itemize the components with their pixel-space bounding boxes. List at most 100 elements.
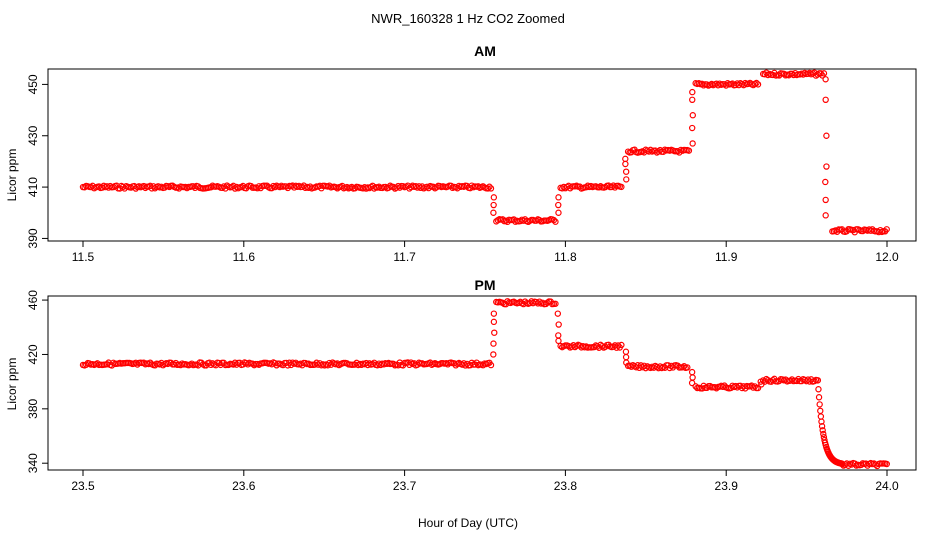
am-data-point [622, 155, 629, 163]
am-data-point [822, 212, 829, 219]
am-data-point [555, 201, 562, 209]
am-panel-title: AM [474, 43, 496, 59]
am-y-tick-label: 410 [26, 177, 40, 197]
am-data-point [555, 209, 562, 216]
am-y-axis-label: Licor ppm [5, 149, 19, 202]
am-data-point [823, 132, 830, 139]
pm-data-point [817, 407, 824, 415]
pm-data-point [818, 423, 826, 430]
am-data-point [883, 226, 890, 233]
pm-x-tick-label: 23.9 [715, 479, 739, 493]
pm-y-tick-label: 420 [26, 344, 40, 364]
pm-data-point [757, 378, 764, 385]
pm-data-point [622, 348, 630, 355]
am-plot-frame [47, 68, 917, 242]
pm-data-point [487, 361, 495, 369]
am-x-tick-label: 11.7 [393, 250, 416, 264]
am-data-point [688, 124, 696, 132]
pm-x-tick-label: 23.7 [393, 479, 417, 493]
pm-data-point [555, 332, 562, 339]
pm-data-point [552, 300, 559, 307]
pm-data-point [407, 359, 415, 366]
pm-panel-title: PM [475, 277, 496, 293]
pm-data-point [623, 359, 630, 366]
pm-data-point [490, 340, 497, 347]
am-data-point [622, 168, 630, 175]
pm-data-point [816, 401, 823, 408]
am-data-point [689, 88, 696, 96]
am-data-point [555, 194, 562, 201]
pm-data-point [713, 385, 720, 392]
pm-x-tick-label: 23.5 [71, 479, 95, 493]
pm-data-point [555, 337, 562, 345]
pm-data-point [838, 460, 846, 467]
pm-data-point [689, 374, 696, 381]
pm-y-tick-label: 380 [26, 398, 40, 418]
pm-data-point [688, 368, 696, 376]
pm-x-tick-label: 23.6 [232, 479, 256, 493]
am-data-point [618, 183, 625, 191]
am-data-point [689, 140, 696, 147]
pm-data-point [555, 321, 562, 328]
am-data-point [490, 209, 497, 216]
x-axis-label: Hour of Day (UTC) [418, 516, 518, 530]
pm-data-point [490, 310, 498, 317]
am-data-point [822, 96, 829, 104]
pm-plot-frame [47, 295, 917, 471]
am-y-tick-label: 430 [26, 125, 40, 145]
am-x-tick-label: 11.8 [554, 250, 577, 264]
pm-data-point [622, 353, 630, 361]
am-data-point [623, 176, 630, 183]
pm-y-tick-label: 460 [26, 290, 40, 310]
am-data-point [822, 178, 829, 186]
am-data-point [754, 81, 762, 88]
am-data-point [622, 160, 629, 168]
pm-data-point [490, 351, 497, 358]
pm-data-point [554, 310, 562, 317]
am-data-point [487, 185, 495, 192]
am-data-point [822, 76, 829, 83]
am-data-point [484, 185, 491, 192]
am-data-point [685, 147, 693, 154]
pm-x-tick-label: 23.8 [554, 479, 578, 493]
am-x-tick-label: 11.6 [233, 250, 256, 264]
am-axis-ticks: 11.5 11.6 11.7 11.8 11.9 12.0 390 410 430 450 [26, 74, 899, 264]
am-data-point [486, 183, 493, 190]
pm-data-point [815, 386, 822, 393]
pm-data-point [820, 430, 827, 438]
pm-data-point [618, 341, 625, 349]
pm-y-axis-label: Licor ppm [5, 358, 19, 411]
pm-data-point [817, 413, 825, 420]
am-data-point [820, 70, 828, 77]
am-data-point [822, 196, 829, 204]
pm-axis-ticks: 23.5 23.6 23.7 23.8 23.9 24.0 340 380 420 460 [26, 290, 899, 493]
pm-data-points [79, 298, 890, 470]
pm-data-point [754, 384, 762, 392]
am-y-tick-label: 390 [26, 228, 40, 248]
am-x-tick-label: 12.0 [875, 250, 899, 264]
pm-x-tick-label: 24.0 [875, 479, 899, 493]
am-x-tick-label: 11.5 [72, 250, 95, 264]
am-data-point [490, 194, 498, 201]
am-y-tick-label: 450 [26, 74, 40, 94]
pm-panel: PM Licor ppm 23.5 23.6 23.7 23.8 23.9 24.0 340… [5, 277, 917, 493]
am-data-point [552, 218, 559, 225]
am-data-point [823, 163, 830, 170]
pm-data-point [491, 329, 498, 336]
figure-title: NWR_160328 1 Hz CO2 Zoomed [371, 11, 565, 26]
pm-data-point [688, 379, 696, 387]
am-data-point [689, 112, 696, 119]
pm-data-point [490, 318, 498, 326]
am-data-point [689, 96, 696, 104]
am-data-point [499, 216, 506, 223]
pm-data-point [751, 383, 759, 390]
pm-data-point [758, 381, 765, 388]
am-data-point [490, 201, 497, 209]
am-x-tick-label: 11.9 [715, 250, 738, 264]
pm-data-point [814, 377, 822, 384]
pm-data-point [680, 363, 688, 370]
pm-data-point [883, 460, 890, 468]
pm-data-point [819, 427, 826, 434]
am-data-points [79, 69, 890, 236]
